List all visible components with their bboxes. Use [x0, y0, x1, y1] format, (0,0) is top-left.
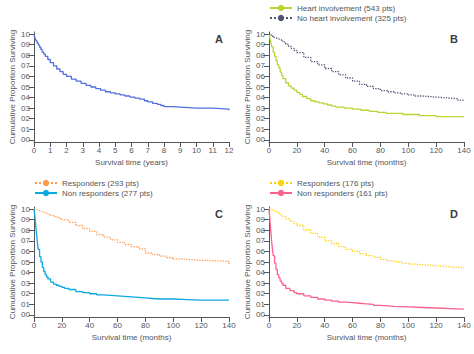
- svg-text:06: 06: [21, 247, 30, 256]
- svg-text:4: 4: [97, 146, 102, 155]
- svg-text:Survival time (months): Survival time (months): [92, 333, 172, 342]
- svg-text:10: 10: [21, 205, 30, 214]
- svg-text:No heart involvement (325 pts): No heart involvement (325 pts): [297, 14, 407, 23]
- svg-text:3: 3: [81, 146, 86, 155]
- svg-text:100: 100: [167, 321, 181, 330]
- svg-text:Survival time (months): Survival time (months): [327, 158, 407, 167]
- svg-text:00: 00: [256, 135, 265, 144]
- svg-text:Non responders (161 pts): Non responders (161 pts): [297, 189, 388, 198]
- svg-text:08: 08: [21, 226, 30, 235]
- svg-text:0: 0: [32, 321, 37, 330]
- svg-text:02: 02: [21, 289, 30, 298]
- svg-text:03: 03: [21, 104, 30, 113]
- svg-text:100: 100: [402, 146, 416, 155]
- svg-text:80: 80: [376, 321, 385, 330]
- svg-text:09: 09: [21, 40, 30, 49]
- svg-text:0: 0: [32, 146, 37, 155]
- svg-text:80: 80: [141, 321, 150, 330]
- svg-text:09: 09: [256, 215, 265, 224]
- svg-text:120: 120: [194, 321, 208, 330]
- svg-text:10: 10: [192, 146, 201, 155]
- svg-text:40: 40: [320, 146, 329, 155]
- svg-text:Heart involvement (543 pts): Heart involvement (543 pts): [297, 4, 396, 13]
- svg-text:Non responders (277 pts): Non responders (277 pts): [62, 189, 153, 198]
- svg-text:10: 10: [256, 30, 265, 39]
- svg-text:04: 04: [21, 268, 30, 277]
- svg-text:03: 03: [256, 279, 265, 288]
- svg-text:2: 2: [64, 146, 69, 155]
- svg-text:20: 20: [57, 321, 66, 330]
- svg-text:04: 04: [256, 268, 265, 277]
- svg-text:05: 05: [256, 258, 265, 267]
- svg-text:06: 06: [256, 72, 265, 81]
- svg-text:Survival time (months): Survival time (months): [327, 333, 407, 342]
- svg-text:08: 08: [256, 51, 265, 60]
- svg-text:140: 140: [457, 321, 471, 330]
- svg-text:5: 5: [113, 146, 118, 155]
- svg-text:Cumulative Proportion Survivin: Cumulative Proportion Surviving: [8, 30, 17, 144]
- svg-text:40: 40: [320, 321, 329, 330]
- svg-text:00: 00: [21, 135, 30, 144]
- svg-text:02: 02: [256, 289, 265, 298]
- svg-text:02: 02: [256, 114, 265, 123]
- svg-text:1: 1: [48, 146, 53, 155]
- svg-text:05: 05: [21, 258, 30, 267]
- svg-text:20: 20: [292, 321, 301, 330]
- svg-text:06: 06: [256, 247, 265, 256]
- svg-text:08: 08: [21, 51, 30, 60]
- svg-text:07: 07: [21, 236, 30, 245]
- svg-text:Cumulative Proportion Survivin: Cumulative Proportion Surviving: [243, 30, 252, 144]
- svg-text:07: 07: [21, 61, 30, 70]
- svg-text:04: 04: [256, 93, 265, 102]
- svg-text:60: 60: [348, 321, 357, 330]
- svg-text:07: 07: [256, 61, 265, 70]
- svg-text:06: 06: [21, 72, 30, 81]
- svg-text:10: 10: [21, 30, 30, 39]
- svg-text:Cumulative Proportion Survivin: Cumulative Proportion Surviving: [243, 205, 252, 319]
- svg-text:08: 08: [256, 226, 265, 235]
- svg-text:9: 9: [178, 146, 183, 155]
- svg-text:10: 10: [256, 205, 265, 214]
- svg-text:05: 05: [256, 83, 265, 92]
- svg-text:01: 01: [21, 125, 30, 134]
- svg-text:03: 03: [256, 104, 265, 113]
- svg-text:B: B: [450, 33, 458, 45]
- svg-text:05: 05: [21, 83, 30, 92]
- svg-text:A: A: [215, 33, 223, 45]
- svg-text:07: 07: [256, 236, 265, 245]
- svg-text:60: 60: [113, 321, 122, 330]
- svg-text:80: 80: [376, 146, 385, 155]
- svg-text:02: 02: [21, 114, 30, 123]
- svg-text:Cumulative Proportion Survivin: Cumulative Proportion Surviving: [8, 205, 17, 319]
- svg-text:20: 20: [292, 146, 301, 155]
- svg-text:12: 12: [225, 146, 234, 155]
- svg-text:140: 140: [222, 321, 236, 330]
- svg-text:04: 04: [21, 93, 30, 102]
- svg-text:Responders (293 pts): Responders (293 pts): [62, 179, 139, 188]
- svg-text:00: 00: [21, 310, 30, 319]
- svg-text:6: 6: [129, 146, 134, 155]
- svg-text:100: 100: [402, 321, 416, 330]
- svg-text:7: 7: [146, 146, 151, 155]
- svg-text:09: 09: [21, 215, 30, 224]
- svg-text:140: 140: [457, 146, 471, 155]
- svg-text:11: 11: [209, 146, 218, 155]
- svg-text:Survival time (years): Survival time (years): [95, 158, 168, 167]
- svg-text:01: 01: [256, 125, 265, 134]
- svg-text:D: D: [450, 208, 458, 220]
- svg-text:01: 01: [21, 300, 30, 309]
- svg-text:0: 0: [267, 321, 272, 330]
- svg-text:120: 120: [429, 321, 443, 330]
- svg-text:C: C: [215, 208, 223, 220]
- svg-text:60: 60: [348, 146, 357, 155]
- svg-text:8: 8: [162, 146, 167, 155]
- svg-text:00: 00: [256, 310, 265, 319]
- svg-text:Responders (176 pts): Responders (176 pts): [297, 179, 374, 188]
- svg-text:0: 0: [267, 146, 272, 155]
- svg-text:40: 40: [85, 321, 94, 330]
- svg-text:09: 09: [256, 40, 265, 49]
- svg-text:120: 120: [429, 146, 443, 155]
- svg-text:01: 01: [256, 300, 265, 309]
- svg-text:03: 03: [21, 279, 30, 288]
